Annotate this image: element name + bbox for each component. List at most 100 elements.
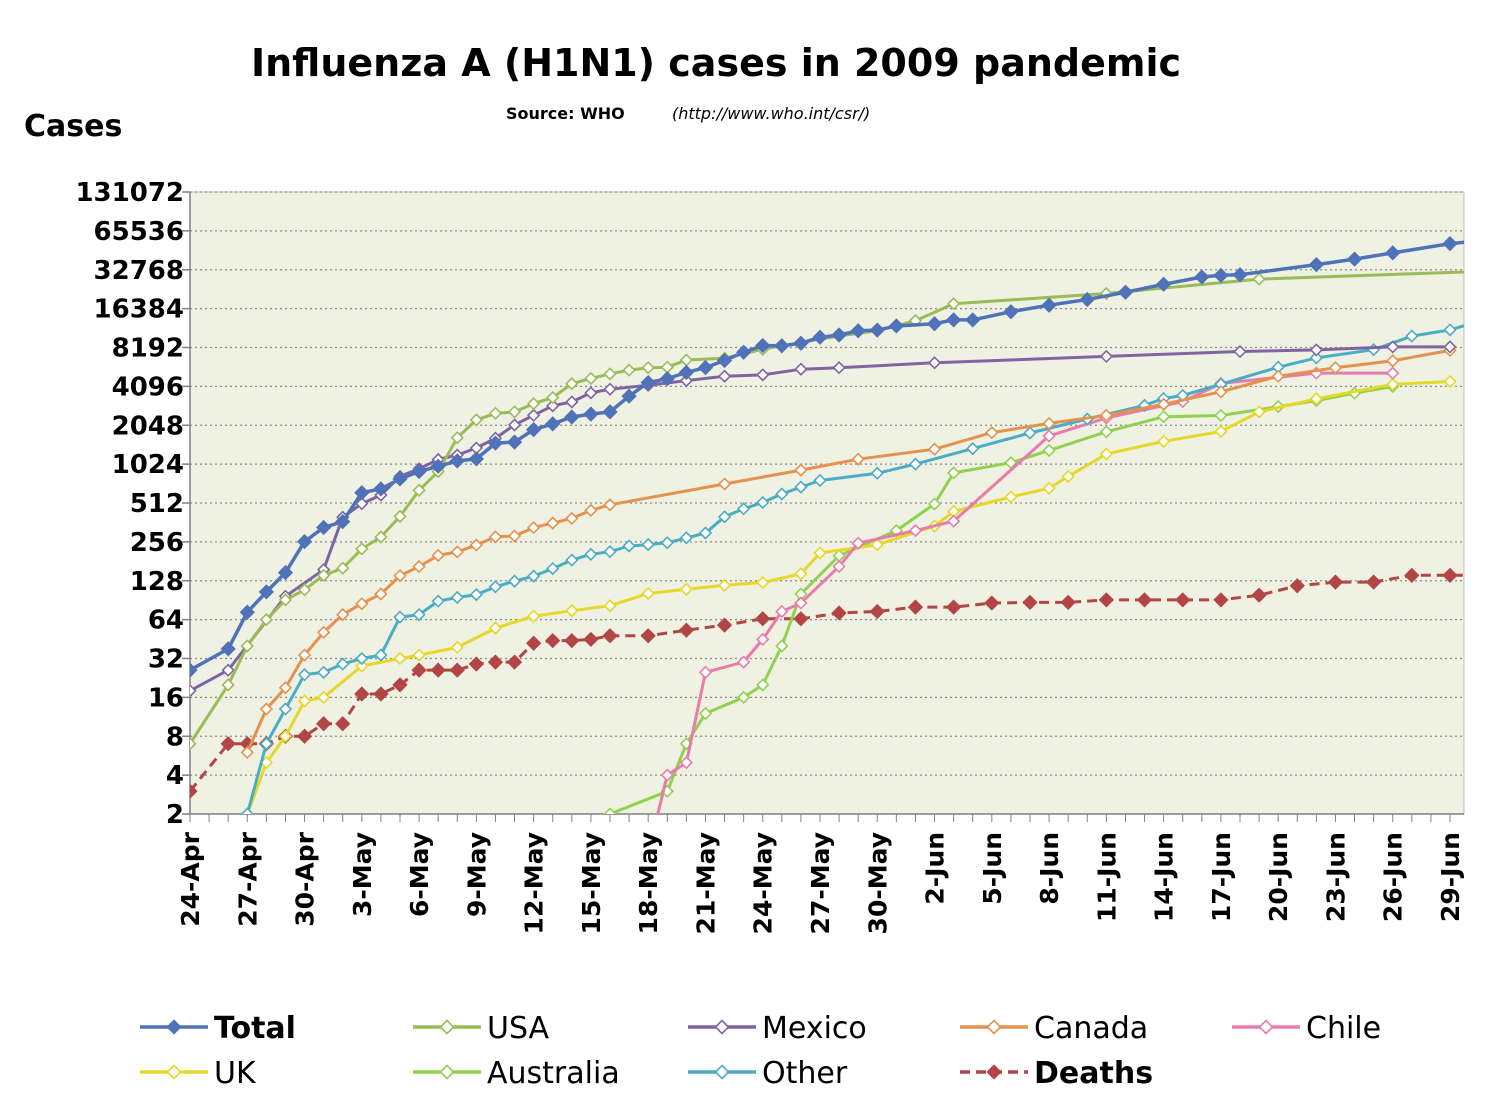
data-point: [392, 677, 408, 693]
y-tick-label: 2048: [112, 411, 184, 441]
data-point: [468, 656, 484, 672]
data-point: [813, 546, 827, 560]
data-point: [908, 457, 923, 471]
data-point: [1213, 592, 1229, 608]
data-point: [1309, 351, 1323, 365]
legend-item-uk: UK: [140, 1056, 257, 1091]
data-point: [373, 686, 389, 702]
data-point: [355, 542, 369, 556]
data-point: [220, 736, 236, 752]
data-point: [374, 530, 388, 544]
data-point: [1386, 377, 1400, 391]
data-point: [259, 612, 273, 627]
data-point: [927, 356, 942, 370]
y-tick-label: 4: [166, 761, 184, 791]
data-point: [794, 362, 808, 376]
legend-label: Other: [762, 1056, 848, 1091]
y-tick-label: 131072: [75, 178, 184, 208]
x-tick-label: 11-Jun: [1092, 832, 1121, 922]
legend-label: Canada: [1034, 1011, 1148, 1046]
data-point: [393, 651, 407, 666]
data-point: [698, 526, 713, 540]
x-tick-label: 27-May: [806, 832, 835, 934]
legend-item-usa: USA: [413, 1011, 550, 1046]
series-total: [190, 236, 1464, 678]
data-point: [240, 745, 254, 760]
data-point: [297, 668, 312, 682]
data-point: [794, 567, 808, 581]
data-point: [641, 586, 655, 601]
data-point: [870, 538, 884, 552]
x-tick-label: 5-Jun: [978, 832, 1007, 905]
data-point: [1309, 392, 1323, 406]
data-point: [431, 594, 445, 608]
data-point: [678, 364, 694, 381]
data-point: [1042, 443, 1056, 458]
data-point: [927, 497, 942, 511]
data-point: [1041, 297, 1057, 313]
legend-swatch-marker: [439, 1019, 455, 1035]
data-point: [1214, 408, 1228, 423]
x-tick-label: 9-May: [462, 832, 491, 917]
legend-label: Chile: [1306, 1011, 1381, 1046]
data-point: [1023, 426, 1037, 440]
data-point: [507, 529, 522, 543]
data-point: [487, 654, 504, 670]
data-point: [717, 510, 732, 524]
data-point: [1157, 434, 1171, 449]
legend-item-deaths: Deaths: [960, 1056, 1153, 1091]
series-mexico: [190, 340, 1457, 698]
x-tick-label: 24-May: [749, 832, 778, 934]
x-tick-label: 20-Jun: [1264, 832, 1293, 922]
data-point: [602, 628, 618, 644]
data-point: [603, 367, 617, 381]
data-point: [717, 477, 732, 491]
data-point: [679, 373, 693, 388]
data-point: [774, 338, 790, 354]
data-point: [641, 361, 655, 375]
data-point: [812, 329, 828, 345]
data-point: [698, 665, 713, 679]
data-point: [678, 622, 694, 638]
data-point: [278, 702, 293, 716]
data-point: [450, 640, 464, 655]
data-point: [851, 536, 865, 550]
data-point: [622, 363, 636, 377]
data-point: [297, 648, 312, 662]
data-point: [775, 639, 789, 653]
data-point: [1251, 587, 1267, 603]
data-point: [393, 569, 407, 583]
data-point: [1175, 592, 1191, 608]
x-tick-label: 30-Apr: [291, 831, 320, 926]
y-tick-label: 32: [148, 645, 184, 675]
legend-item-chile: Chile: [1232, 1011, 1381, 1046]
data-point: [221, 663, 235, 677]
data-point: [716, 352, 733, 369]
data-point: [832, 361, 846, 375]
data-point: [487, 435, 504, 451]
legend-swatch-marker: [986, 1064, 1002, 1080]
y-tick-label: 64: [148, 606, 184, 636]
data-point: [190, 684, 197, 698]
data-point: [1442, 567, 1458, 583]
data-point: [850, 323, 866, 339]
data-point: [450, 431, 464, 445]
y-tick-label: 65536: [94, 217, 184, 247]
x-tick-label: 29-Jun: [1436, 832, 1465, 922]
data-point: [1328, 361, 1343, 375]
data-point: [277, 564, 294, 581]
data-point: [335, 514, 351, 530]
data-point: [412, 648, 426, 662]
data-point: [354, 686, 370, 702]
legend-item-mexico: Mexico: [688, 1011, 867, 1046]
data-point: [393, 610, 407, 624]
data-point: [908, 523, 923, 538]
data-point: [373, 481, 389, 497]
data-point: [278, 681, 293, 695]
y-tick-label: 256: [130, 528, 184, 558]
data-point: [565, 395, 579, 409]
data-point: [737, 690, 751, 705]
data-point: [297, 694, 312, 708]
data-point: [926, 316, 943, 332]
